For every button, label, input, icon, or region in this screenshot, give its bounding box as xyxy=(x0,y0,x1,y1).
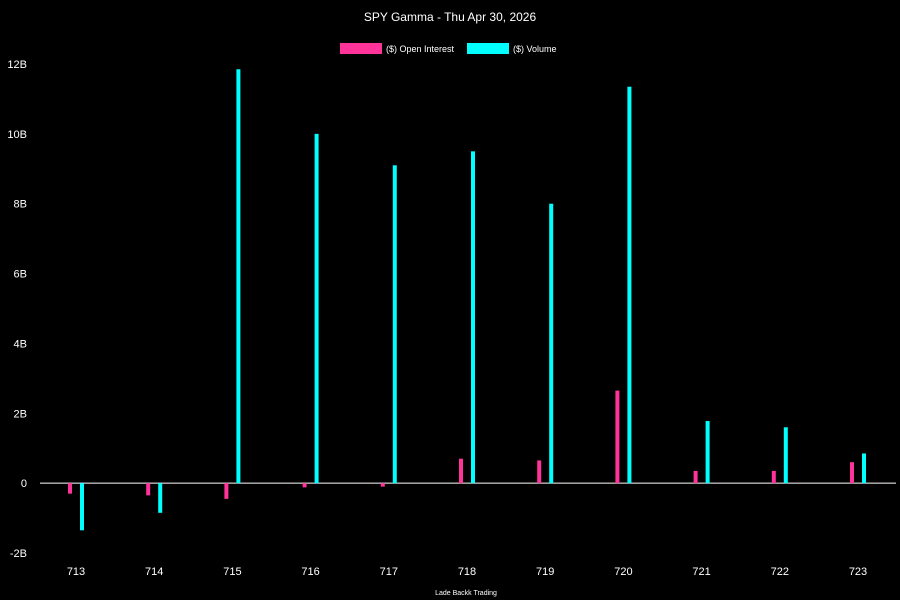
open-interest-bar-719 xyxy=(537,460,542,484)
open-interest-bar-721 xyxy=(693,470,698,484)
y-tick-label: 10B xyxy=(7,129,27,141)
volume-bar-718 xyxy=(471,151,475,484)
chart-title: SPY Gamma - Thu Apr 30, 2026 xyxy=(364,10,537,24)
volume-bar-721 xyxy=(705,420,710,484)
y-tick-label: 8B xyxy=(14,199,27,211)
y-tick-label: 12B xyxy=(7,59,27,71)
open-interest-bar-716 xyxy=(302,483,307,488)
x-tick-label: 718 xyxy=(458,566,476,578)
x-tick-label: 722 xyxy=(771,566,789,578)
legend-swatch-open-interest xyxy=(340,43,382,54)
open-interest-bar-718 xyxy=(459,458,463,484)
legend-swatch-volume xyxy=(467,43,509,54)
chart-footer: Lade Backk Trading xyxy=(435,590,497,597)
volume-bar-716 xyxy=(314,133,319,484)
volume-bar-722 xyxy=(783,427,788,484)
y-tick-label: -2B xyxy=(10,548,27,560)
y-tick-label: 0 xyxy=(21,478,27,490)
chart-legend: ($) Open Interest ($) Volume xyxy=(340,43,557,54)
y-axis: -2B 0 2B 4B 6B 8B 10B 12B xyxy=(7,59,27,560)
x-tick-label: 717 xyxy=(380,566,398,578)
volume-bar-714 xyxy=(158,483,163,513)
y-tick-label: 4B xyxy=(14,338,27,350)
open-interest-bar-720 xyxy=(615,390,620,484)
volume-bar-723 xyxy=(862,453,866,484)
volume-bar-720 xyxy=(627,86,632,484)
open-interest-bar-713 xyxy=(68,483,72,494)
volume-bar-715 xyxy=(236,69,241,484)
y-tick-label: 2B xyxy=(14,408,27,420)
y-tick-label: 6B xyxy=(14,269,27,281)
x-tick-label: 716 xyxy=(301,566,319,578)
open-interest-bar-723 xyxy=(850,462,854,484)
x-tick-label: 720 xyxy=(614,566,632,578)
x-tick-label: 714 xyxy=(145,566,163,578)
x-tick-label: 721 xyxy=(692,566,710,578)
legend-label-open-interest: ($) Open Interest xyxy=(386,44,455,54)
x-tick-label: 715 xyxy=(223,566,241,578)
x-tick-label: 723 xyxy=(849,566,867,578)
open-interest-bar-722 xyxy=(771,470,776,484)
open-interest-bar-717 xyxy=(380,483,385,487)
volume-bar-719 xyxy=(549,203,554,484)
open-interest-bar-714 xyxy=(146,483,151,496)
open-interest-bar-715 xyxy=(224,483,229,499)
bars-group xyxy=(68,69,866,531)
x-tick-label: 719 xyxy=(536,566,554,578)
volume-bar-713 xyxy=(80,483,84,531)
legend-label-volume: ($) Volume xyxy=(513,44,557,54)
x-axis: 713 714 715 716 717 718 719 720 721 722 723 xyxy=(67,566,867,578)
x-tick-label: 713 xyxy=(67,566,85,578)
volume-bar-717 xyxy=(392,165,397,484)
